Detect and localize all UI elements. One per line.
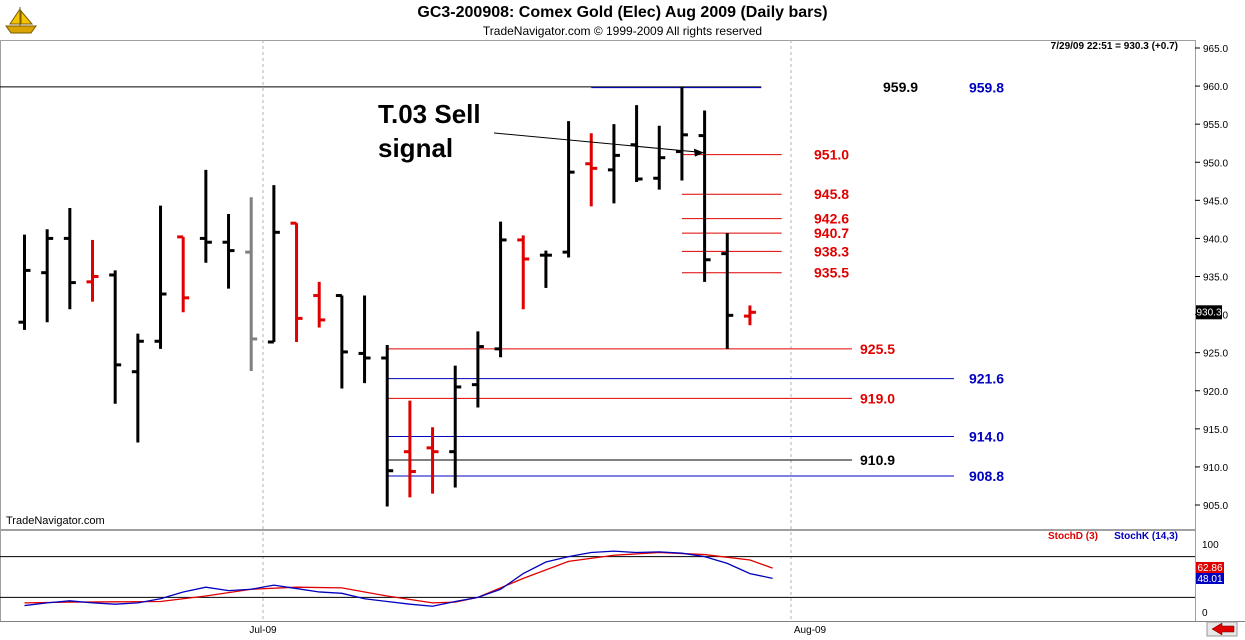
x-tick-label: Jul-09 [249, 625, 277, 636]
last-price-label: 930.3 [1196, 307, 1221, 318]
last-price-box [1196, 305, 1222, 320]
y-tick-label: 925.0 [1203, 349, 1228, 360]
stoch-panel-frame [0, 530, 1196, 622]
quote-readout: 7/29/09 22:51 = 930.3 (+0.7) [1051, 41, 1178, 52]
price-level-label: 945.8 [814, 186, 849, 202]
y-tick-label: 905.0 [1203, 501, 1228, 512]
price-level-label: 914.0 [969, 428, 1004, 444]
sell-signal-annotation: T.03 Sell signal [378, 99, 704, 163]
price-level-label: 942.6 [814, 211, 849, 227]
price-level-label: 959.8 [969, 80, 1004, 96]
y-tick-label: 950.0 [1203, 158, 1228, 169]
stochastic-panel [0, 550, 1195, 607]
ship-logo-icon [5, 7, 37, 34]
y-tick-label: 955.0 [1203, 120, 1228, 131]
y-tick-label: 965.0 [1203, 44, 1228, 55]
stoch-tick-0: 0 [1202, 608, 1208, 619]
chart-subtitle: TradeNavigator.com © 1999-2009 All right… [482, 24, 763, 38]
y-tick-label: 920.0 [1203, 387, 1228, 398]
x-tick-label: Aug-09 [794, 625, 827, 636]
stoch-d-last-box [1196, 562, 1224, 573]
y-tick-label: 940.0 [1203, 234, 1228, 245]
stoch-tick-100: 100 [1202, 540, 1219, 551]
watermark: TradeNavigator.com [6, 515, 105, 527]
y-tick-label: 910.0 [1203, 463, 1228, 474]
stoch-k-last-label: 48.01 [1197, 574, 1222, 585]
main-panel-frame [0, 40, 1196, 530]
price-level-label: 938.3 [814, 243, 849, 259]
annotation-arrowhead [693, 148, 704, 157]
scroll-left-arrow-icon [1211, 622, 1235, 636]
price-level-label: 910.9 [860, 452, 895, 468]
chart-header: GC3-200908: Comex Gold (Elec) Aug 2009 (… [0, 0, 1245, 40]
annotation-line-1: T.03 Sell [378, 99, 481, 129]
stoch-d-legend: StochD (3) [1048, 531, 1098, 542]
y-tick-label: 960.0 [1203, 82, 1228, 93]
stoch-line [24, 551, 773, 604]
price-y-axis: 965.0960.0955.0950.0945.0940.0935.0930.0… [1195, 44, 1228, 512]
stoch-k-last-box [1196, 573, 1224, 584]
y-tick-label: 915.0 [1203, 425, 1228, 436]
price-level-label: 921.6 [969, 371, 1004, 387]
price-level-label: 959.9 [883, 79, 918, 95]
price-level-label: 951.0 [814, 147, 849, 163]
price-level-label: 908.8 [969, 468, 1004, 484]
price-level-label: 935.5 [814, 265, 849, 281]
price-bars [18, 86, 756, 507]
chart-title: GC3-200908: Comex Gold (Elec) Aug 2009 (… [417, 4, 828, 21]
price-level-label: 925.5 [860, 341, 895, 357]
annotation-arrow [493, 132, 704, 154]
y-tick-label: 945.0 [1203, 196, 1228, 207]
stoch-d-last-label: 62.86 [1197, 563, 1222, 574]
stoch-k-legend: StochK (14,3) [1114, 531, 1178, 542]
stoch-line [24, 550, 773, 607]
price-level-label: 940.7 [814, 225, 849, 241]
price-level-label: 919.0 [860, 390, 895, 406]
annotation-line-2: signal [378, 133, 453, 163]
y-tick-label: 935.0 [1203, 273, 1228, 284]
